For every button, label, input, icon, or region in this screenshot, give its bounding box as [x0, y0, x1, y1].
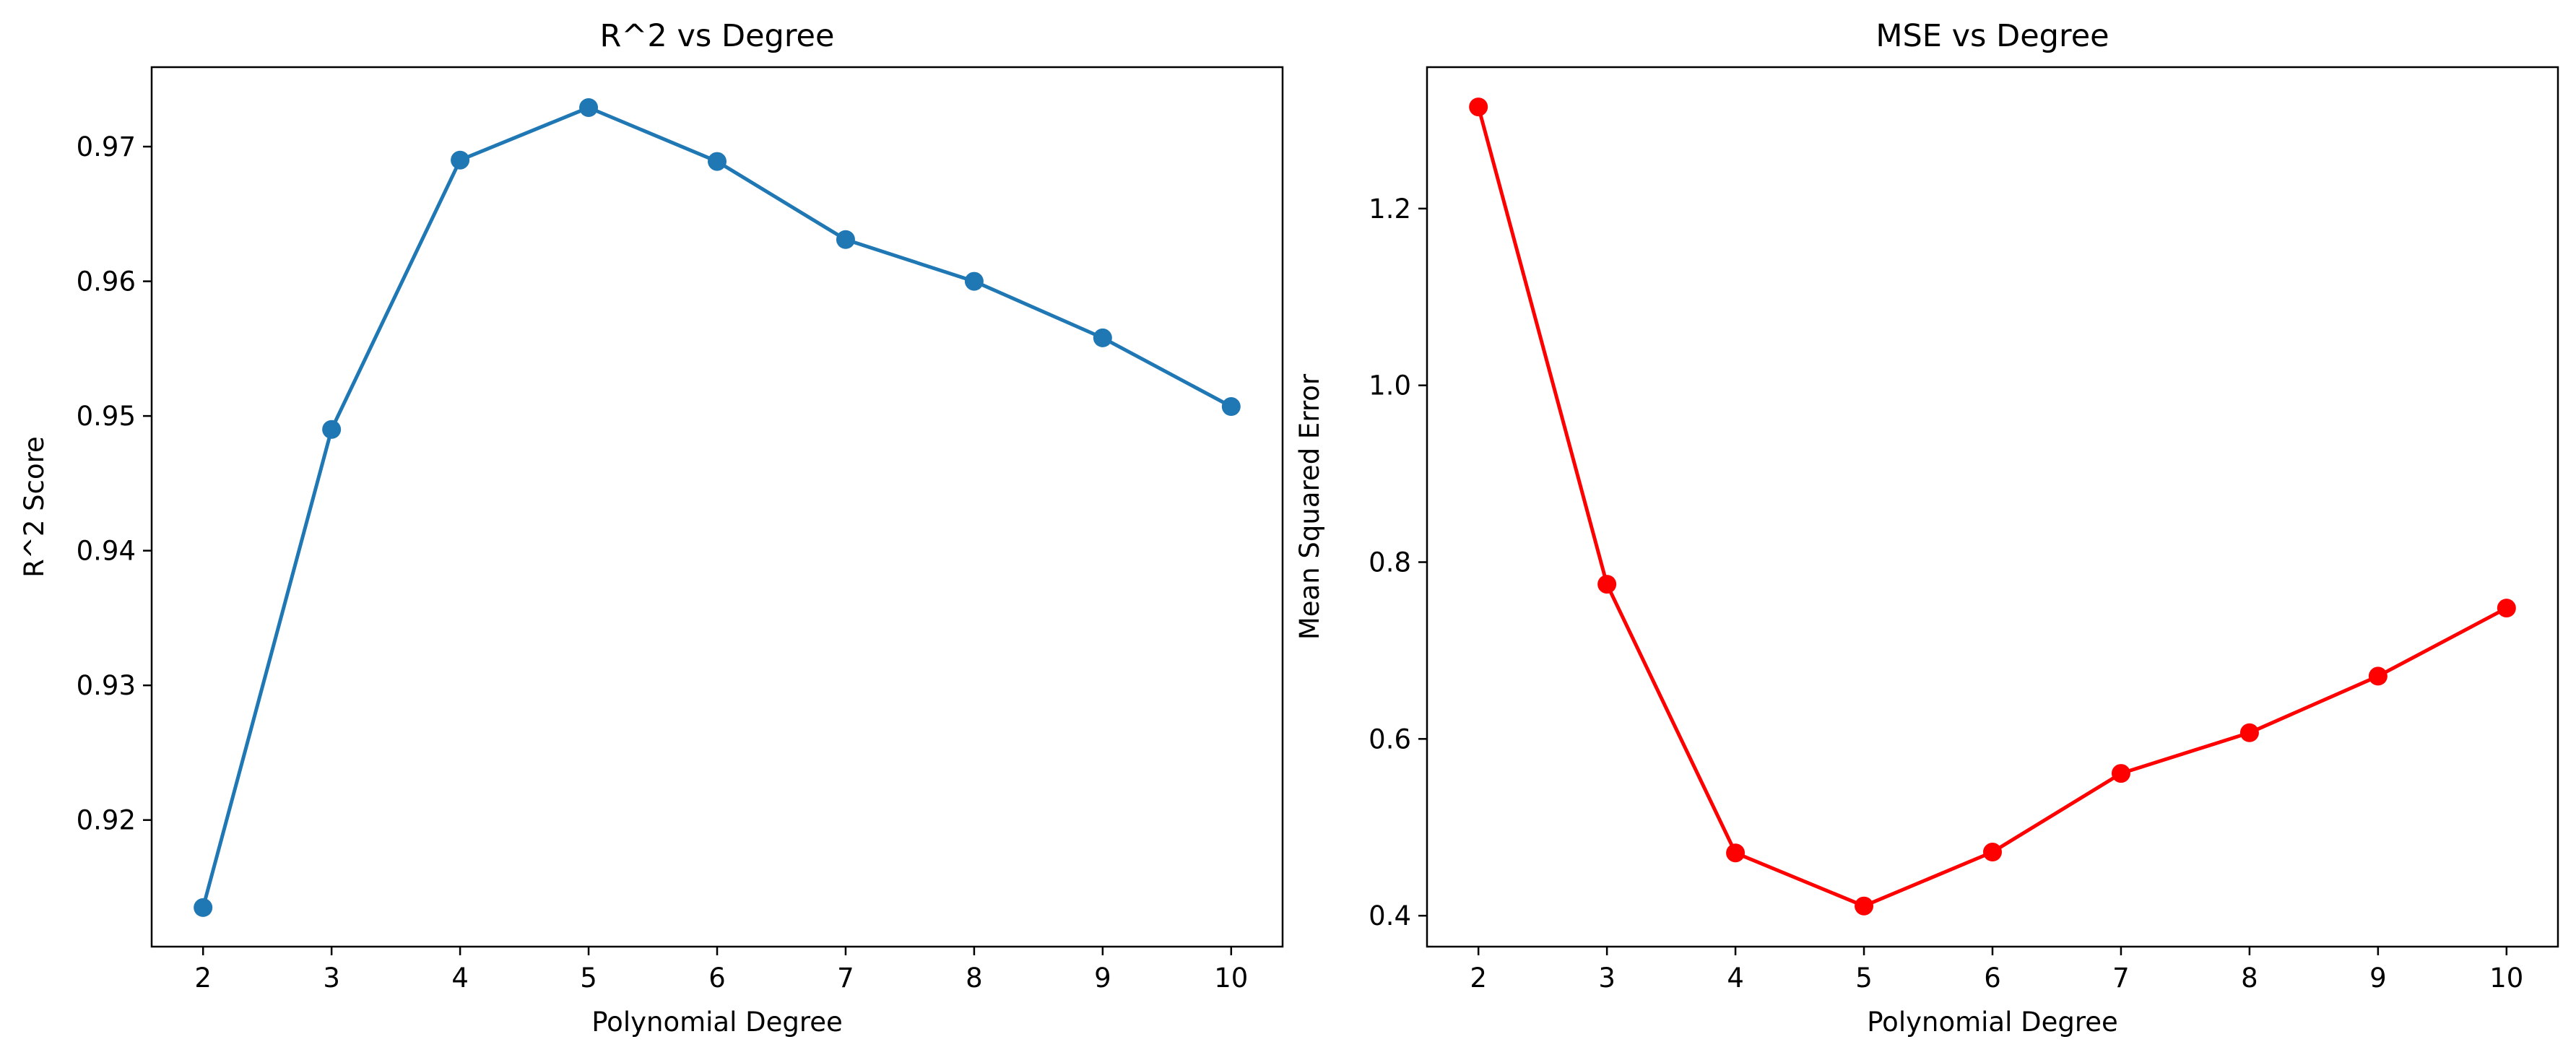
r2-chart-data-point	[964, 271, 984, 291]
r2-chart-series-line	[201, 105, 1232, 908]
mse-chart-ytick-label: 1.2	[1369, 194, 1411, 225]
mse-chart-ytick-label: 0.6	[1369, 724, 1411, 755]
mse-chart-xtick-label: 5	[1855, 963, 1873, 994]
mse-chart-ytick-label: 1.0	[1369, 370, 1411, 401]
r2-chart-xtick-label: 7	[837, 963, 854, 994]
r2-chart-xlabel: Polynomial Degree	[591, 1007, 843, 1038]
mse-chart-xlabel: Polynomial Degree	[1867, 1007, 2118, 1038]
r2-chart-data-point	[194, 898, 213, 917]
r2-chart-axes-frame	[150, 66, 1284, 948]
mse-chart-series-line	[1476, 106, 2507, 908]
r2-chart-ytick-label: 0.97	[77, 131, 136, 162]
mse-chart-data-point	[2239, 723, 2259, 742]
mse-chart-data-point	[2497, 599, 2516, 618]
mse-chart: MSE vs Degree Polynomial Degree Mean Squ…	[1294, 18, 2559, 1038]
r2-chart-xtick-label: 8	[966, 963, 983, 994]
mse-chart-xtick-label: 10	[2489, 963, 2523, 994]
r2-chart-xtick-label: 5	[580, 963, 597, 994]
mse-chart-ytick-label: 0.4	[1369, 900, 1411, 931]
r2-chart-data-point	[579, 97, 599, 117]
r2-chart-data-point	[836, 230, 855, 249]
r2-chart-xtick-label: 3	[323, 963, 340, 994]
mse-chart-title: MSE vs Degree	[1875, 18, 2109, 54]
mse-chart-xtick-label: 8	[2241, 963, 2258, 994]
mse-chart-ytick-label: 0.8	[1369, 547, 1411, 578]
r2-chart-xtick-label: 2	[194, 963, 212, 994]
mse-chart-axes-frame	[1426, 66, 2559, 948]
mse-chart-xtick-label: 4	[1727, 963, 1744, 994]
r2-chart-ytick-label: 0.96	[77, 266, 136, 297]
mse-chart-data-point	[1855, 896, 1874, 916]
r2-chart-ytick-label: 0.94	[77, 536, 136, 567]
mse-chart-xtick-label: 3	[1598, 963, 1616, 994]
r2-chart-ylabel: R^2 Score	[19, 436, 50, 578]
mse-chart-data-point	[2111, 764, 2130, 783]
r2-chart-title: R^2 vs Degree	[600, 18, 835, 54]
mse-chart-data-point	[2368, 666, 2388, 686]
mse-chart-xtick-label: 2	[1470, 963, 1487, 994]
r2-chart-xtick-label: 9	[1094, 963, 1111, 994]
r2-chart-data-point	[1221, 397, 1241, 417]
mse-chart-ylabel: Mean Squared Error	[1294, 373, 1325, 640]
mse-chart-xtick-label: 7	[2112, 963, 2130, 994]
r2-chart-ytick-label: 0.95	[77, 401, 136, 432]
r2-chart: R^2 vs Degree Polynomial Degree R^2 Scor…	[19, 18, 1284, 1038]
mse-chart-data-point	[1597, 575, 1617, 594]
r2-chart-xtick-label: 6	[708, 963, 726, 994]
r2-chart-ytick-label: 0.93	[77, 670, 136, 701]
r2-chart-ytick-label: 0.92	[77, 805, 136, 836]
r2-chart-xtick-label: 10	[1214, 963, 1248, 994]
mse-chart-data-point	[1469, 97, 1488, 117]
r2-chart-data-point	[708, 152, 727, 171]
r2-chart-data-point	[451, 150, 470, 170]
r2-chart-xtick-label: 4	[451, 963, 469, 994]
mse-chart-xtick-label: 6	[1984, 963, 2001, 994]
r2-chart-data-point	[1093, 328, 1112, 347]
mse-chart-xtick-label: 9	[2369, 963, 2387, 994]
mse-chart-data-point	[1726, 843, 1745, 863]
mse-chart-data-point	[1983, 843, 2002, 862]
r2-chart-data-point	[322, 420, 342, 439]
